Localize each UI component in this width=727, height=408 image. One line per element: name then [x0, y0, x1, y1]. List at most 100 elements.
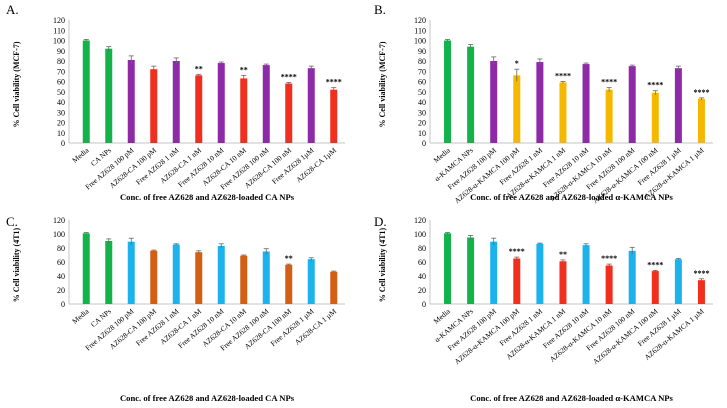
panel-3-bar	[240, 255, 248, 304]
panel-2-bar	[559, 82, 567, 143]
panel-4-bar	[605, 265, 613, 304]
panel-2-bar	[674, 68, 682, 143]
panel-3-y-tick-label: 120	[53, 216, 65, 225]
panel-2-y-tick-label: 20	[418, 119, 426, 128]
panel-4-bar	[467, 237, 475, 304]
panel-1-bar	[330, 89, 338, 143]
panel-1-x-axis-label: Conc. of free AZ628 and AZ628-loaded CA …	[120, 192, 295, 202]
panel-1-y-tick-label: 110	[53, 26, 65, 35]
panel-1-category-label: AZ628-CA 1µM	[294, 145, 338, 184]
panel-3-bar	[172, 244, 180, 304]
panel-2-y-tick-label: 110	[414, 26, 426, 35]
panel-3-y-tick-label: 60	[57, 258, 65, 267]
panel-4-bar	[513, 258, 521, 304]
panel-2-y-tick-label: 80	[418, 57, 426, 66]
panel-2-bar	[467, 46, 475, 143]
panel-1-significance-label: ****	[281, 73, 297, 82]
panel-1-bar	[82, 40, 90, 143]
panel-1-y-tick-label: 60	[57, 78, 65, 87]
panel-4-bar	[674, 259, 682, 304]
panel-2-y-tick-label: 70	[418, 67, 426, 76]
panel-2-bar	[513, 75, 521, 143]
panel-2-bar	[582, 64, 590, 143]
panel-3-bar	[105, 241, 113, 304]
panel-2-bar	[628, 66, 636, 143]
panel-2-bar	[444, 40, 452, 143]
panel-4-bar	[536, 243, 544, 304]
panel-2-significance-label: ****	[647, 81, 663, 90]
panel-2-significance-label: ****	[693, 88, 709, 97]
panel-3-bar	[285, 264, 293, 304]
panel-1-bar	[127, 59, 135, 143]
panel-3-bar	[330, 271, 338, 304]
panel-1-y-tick-label: 90	[57, 47, 65, 56]
panel-1-y-tick-label: 30	[57, 108, 65, 117]
panel-3-bar	[195, 252, 203, 304]
panel-2-bar	[605, 89, 613, 143]
panel-2-x-axis-label: Conc. of free AZ628 and AZ628-loaded α-K…	[470, 192, 673, 202]
panel-3-bar	[150, 250, 158, 304]
panel-4-y-axis-label: % Cell viability (4T1)	[378, 227, 387, 302]
panel-1-significance-label: **	[240, 65, 248, 74]
panel-3-y-tick-label: 100	[53, 230, 65, 239]
panel-2-y-tick-label: 10	[418, 129, 426, 138]
panel-3-significance-label: **	[285, 254, 293, 263]
panel-4-y-tick-label: 20	[418, 286, 426, 295]
panel-4-bar	[582, 245, 590, 304]
panel-3-y-axis-label: % Cell viability (4T1)	[12, 227, 21, 302]
panel-1-bar	[105, 48, 113, 144]
panel-4-significance-label: ****	[601, 254, 617, 263]
panel-3-bar	[217, 245, 225, 304]
panel-4-bar	[444, 233, 452, 304]
panel-4-bar	[628, 250, 636, 304]
panel-4-y-tick-label: 120	[414, 216, 426, 225]
panel-3-x-axis-label: Conc. of free AZ628 and AZ628-loaded CA …	[120, 393, 295, 403]
panel-2-bar	[536, 62, 544, 143]
panel-4-y-tick-label: 100	[414, 230, 426, 239]
panel-2-significance-label: *	[515, 59, 519, 68]
panel-1-y-tick-label: 40	[57, 98, 65, 107]
panel-4-significance-label: ****	[509, 247, 525, 256]
panel-4-significance-label: ****	[693, 269, 709, 278]
panel-3-y-tick-label: 80	[57, 244, 65, 253]
panel-3-category-label: Media	[70, 306, 91, 325]
panel-2-significance-label: ****	[555, 72, 571, 81]
panel-4-bar	[697, 280, 705, 304]
panel-2-y-tick-label: 40	[418, 98, 426, 107]
panel-2-y-tick-label: 0	[422, 139, 426, 148]
panel-1-significance-label: **	[195, 64, 203, 73]
panel-1-y-tick-label: 70	[57, 67, 65, 76]
panel-1-y-tick-label: 10	[57, 129, 65, 138]
panel-4-y-tick-label: 40	[418, 272, 426, 281]
panel-4-significance-label: **	[559, 250, 567, 259]
panel-4-y-tick-label: 80	[418, 244, 426, 253]
panel-3-y-tick-label: 0	[61, 300, 65, 309]
panel-1-y-tick-label: 20	[57, 119, 65, 128]
panel-2-y-tick-label: 50	[418, 88, 426, 97]
panel-3-bar	[82, 233, 90, 304]
panel-1-y-tick-label: 120	[53, 16, 65, 25]
panel-4-y-tick-label: 0	[422, 300, 426, 309]
panel-1-letter: A.	[6, 2, 19, 17]
panel-2-y-tick-label: 90	[418, 47, 426, 56]
panel-2-y-tick-label: 100	[414, 37, 426, 46]
panel-1-bar	[195, 75, 203, 143]
panel-1-y-tick-label: 0	[61, 139, 65, 148]
panel-3-y-tick-label: 20	[57, 286, 65, 295]
panel-1-y-tick-label: 100	[53, 37, 65, 46]
panel-4-y-tick-label: 60	[418, 258, 426, 267]
panel-1-y-tick-label: 50	[57, 88, 65, 97]
panel-2-y-axis-label: % Cell viability (MCF-7)	[378, 41, 387, 127]
panel-1-bar	[172, 61, 180, 143]
panel-1-bar	[240, 78, 248, 143]
panel-4-bar	[490, 241, 498, 304]
panel-4-bar	[651, 271, 659, 304]
panel-4-x-axis-label: Conc. of free AZ628 and AZ628-loaded α-K…	[470, 393, 673, 403]
panel-2-y-tick-label: 60	[418, 78, 426, 87]
panel-3-bar	[262, 251, 270, 304]
panel-1-category-label: Media	[70, 145, 91, 164]
panel-2-y-tick-label: 120	[414, 16, 426, 25]
panel-3-letter: C.	[6, 214, 18, 229]
panel-1-bar	[150, 69, 158, 143]
